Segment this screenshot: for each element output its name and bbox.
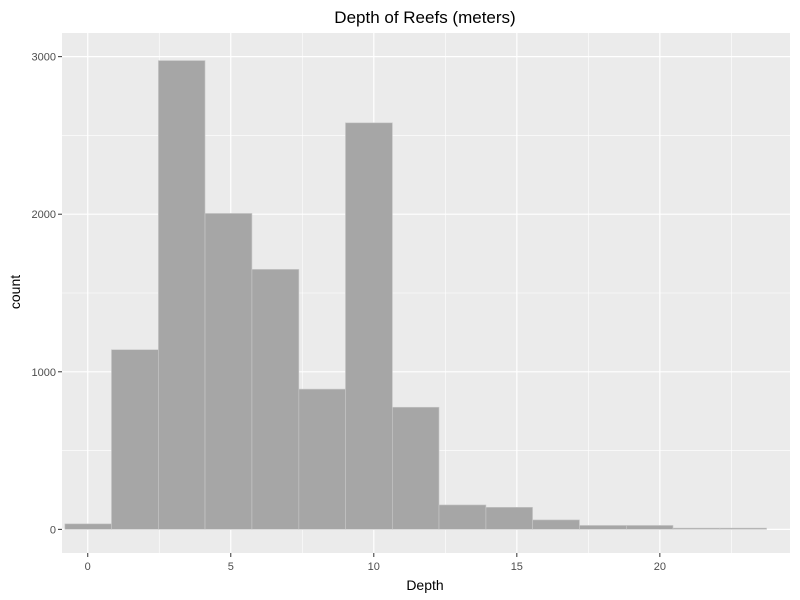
histogram-bar (158, 60, 206, 530)
histogram-bar (298, 388, 346, 530)
x-axis-title: Depth (406, 577, 443, 593)
histogram-bar (111, 349, 159, 530)
histogram-bar (438, 504, 487, 530)
histogram-bar (392, 406, 440, 530)
chart-title: Depth of Reefs (meters) (334, 8, 515, 27)
histogram-bar (579, 525, 627, 530)
histogram-bar (485, 507, 533, 530)
histogram-bar (345, 122, 393, 530)
histogram-bar (251, 269, 300, 530)
x-tick-label: 15 (511, 561, 523, 573)
y-tick-label: 3000 (32, 52, 56, 64)
x-tick-label: 0 (85, 561, 91, 573)
histogram-bar (672, 527, 721, 530)
y-axis-ticks: 0 1000 2000 3000 (32, 52, 62, 536)
x-axis-ticks: 0 5 10 15 20 (85, 553, 666, 573)
x-tick-label: 5 (228, 561, 234, 573)
histogram-bar (64, 523, 112, 530)
histogram-bars (64, 60, 767, 530)
y-tick-label: 1000 (32, 367, 56, 379)
y-tick-label: 2000 (32, 209, 56, 221)
histogram-bar (532, 519, 580, 530)
y-axis-title: count (7, 275, 23, 309)
x-tick-label: 10 (368, 561, 380, 573)
histogram-bar (626, 525, 674, 530)
y-tick-label: 0 (50, 524, 56, 536)
x-tick-label: 20 (654, 561, 666, 573)
histogram-bar (204, 213, 253, 530)
histogram-bar (719, 527, 767, 530)
